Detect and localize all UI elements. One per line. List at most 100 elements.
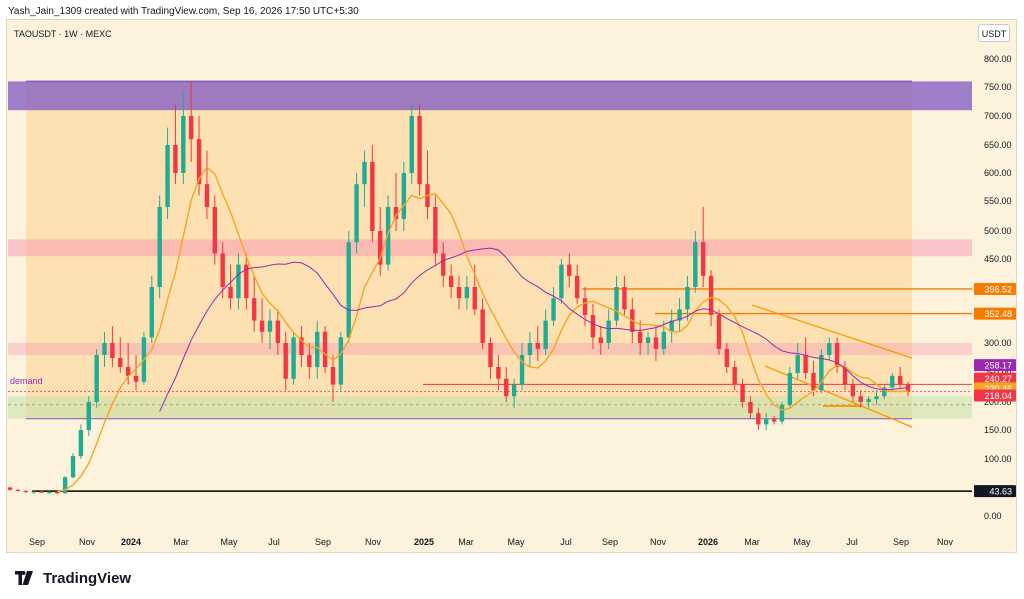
y-tick-label: 300.00 [984, 338, 1012, 348]
candle-body [677, 309, 682, 321]
candle-body [307, 355, 312, 367]
candle-body [102, 343, 107, 355]
price-label-text: 352.48 [984, 309, 1012, 319]
candle-body [827, 343, 832, 355]
range-box [26, 81, 912, 419]
candle-body [700, 242, 706, 276]
candle-body [724, 349, 730, 367]
price-label-box [974, 359, 1016, 372]
candle-body [756, 413, 761, 425]
zone-demand [8, 396, 972, 419]
candle-body [480, 309, 485, 343]
price-label-text: 218.04 [984, 391, 1012, 401]
candle-body [803, 355, 808, 373]
x-tick-label: Nov [650, 537, 667, 547]
candle-body [220, 253, 225, 287]
tradingview-logo[interactable]: TradingView [8, 568, 131, 588]
y-tick-label: 200.00 [984, 397, 1012, 407]
price-label-text: 396.52 [984, 284, 1012, 294]
candle-body [511, 384, 517, 397]
candle-body [708, 275, 714, 315]
candle-body [55, 492, 60, 494]
ma-slow-line [159, 247, 909, 412]
x-tick-label: Jul [846, 537, 858, 547]
candle-body [283, 343, 288, 379]
x-tick-label: Nov [79, 537, 96, 547]
candle-body [267, 320, 273, 332]
candle-body [890, 375, 895, 388]
candle-body [834, 343, 840, 367]
candle-body [441, 253, 446, 276]
x-tick-label: Sep [315, 537, 331, 547]
candle-body [764, 418, 769, 425]
candle-body [354, 184, 359, 243]
x-tick-label: Mar [458, 537, 474, 547]
candle-body [582, 298, 588, 315]
candle-body [574, 275, 580, 299]
candle-body [236, 264, 241, 299]
candle-body [897, 375, 903, 385]
candle-body [905, 384, 911, 392]
candle-body [31, 491, 36, 493]
candle-body [370, 161, 375, 231]
candle-body [362, 161, 367, 185]
candle-body [874, 396, 879, 400]
candle-body [47, 492, 52, 494]
y-tick-label: 650.00 [984, 140, 1012, 150]
candle-body [693, 242, 698, 287]
price-label-box [974, 307, 1016, 320]
candle-body [519, 355, 525, 385]
y-tick-label: 800.00 [984, 54, 1012, 64]
ma-fast-line [57, 166, 909, 493]
candle-body [244, 264, 249, 299]
candle-body [842, 367, 848, 385]
symbol-label[interactable]: TAOUSDT · 1W · MEXC [14, 29, 112, 39]
candle-body [433, 207, 438, 254]
candle-body [133, 375, 139, 382]
candle-body [330, 367, 336, 385]
candle-body [78, 430, 84, 457]
candle-body [157, 207, 162, 287]
candle-body [787, 373, 793, 405]
candle-body [488, 343, 493, 367]
candle-body [196, 139, 202, 185]
candle-body [866, 399, 871, 402]
candle-body [188, 116, 194, 140]
candle-body [559, 264, 564, 299]
price-chart[interactable]: 800.00 750.00 700.00 650.00 600.00 550.00 500.… [0, 0, 1024, 560]
x-tick-label: May [507, 537, 525, 547]
x-tick-label: Nov [365, 537, 382, 547]
currency-selector[interactable]: USDT [978, 24, 1010, 42]
candle-body [669, 320, 674, 332]
candle-body [338, 337, 344, 385]
y-tick-label: 700.00 [984, 111, 1012, 121]
candle-body [23, 490, 28, 493]
x-tick-label: Mar [744, 537, 760, 547]
candle-body [740, 384, 745, 402]
candle-body [228, 287, 233, 299]
candle-body [70, 456, 76, 478]
candle-body [86, 402, 91, 430]
candle-body [464, 287, 470, 299]
x-tick-label: May [793, 537, 811, 547]
candle-body [598, 337, 603, 343]
y-tick-label: 600.00 [984, 168, 1012, 178]
candle-body [346, 242, 351, 338]
candle-body [795, 355, 800, 373]
x-tick-label: Sep [893, 537, 909, 547]
candle-body [385, 207, 391, 265]
candle-body [62, 477, 68, 494]
y-tick-label: 0.00 [984, 511, 1002, 521]
x-tick-label: Nov [937, 537, 954, 547]
candle-body [7, 487, 13, 490]
candle-body [661, 331, 667, 349]
candle-body [125, 367, 131, 376]
x-tick-label: Jul [560, 537, 572, 547]
candle-body [771, 418, 777, 422]
candle-body [448, 275, 454, 287]
candle-body [614, 287, 619, 321]
candle-body [39, 491, 44, 493]
candle-body [149, 287, 154, 338]
candle-body [819, 355, 824, 391]
candle-body [496, 367, 501, 379]
